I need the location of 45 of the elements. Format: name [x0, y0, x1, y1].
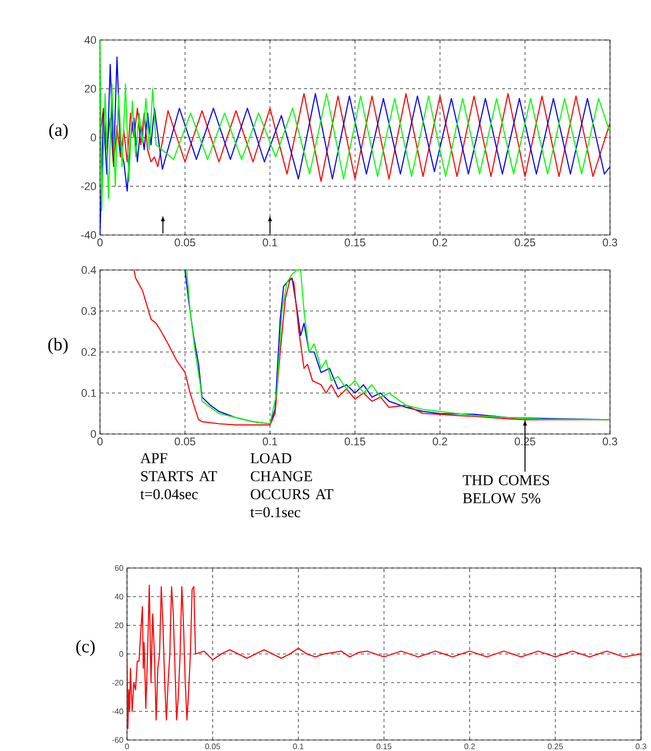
annotation: THD COMES BELOW 5% [462, 475, 550, 504]
x-tick-label: 0.2 [464, 744, 475, 750]
x-tick-label: 0.05 [205, 744, 220, 750]
y-tick-label: 0.3 [82, 307, 96, 315]
text: (a) [49, 123, 68, 140]
x-tick-label: 0.1 [293, 744, 304, 750]
y-tick-label: 20 [114, 622, 124, 628]
x-tick-label: 0 [125, 744, 129, 750]
x-tick-label: 0.05 [174, 238, 196, 246]
y-tick-label: -40 [81, 231, 96, 239]
x-tick-label: 0.25 [514, 238, 536, 246]
y-tick-label: -60 [112, 737, 124, 743]
y-tick-label: 0.2 [82, 348, 96, 356]
x-tick-label: 0.25 [548, 744, 563, 750]
y-tick-label: 0 [90, 430, 96, 438]
y-tick-label: 40 [114, 594, 124, 600]
x-tick-label: 0.1 [262, 438, 278, 446]
x-tick-label: 0 [97, 438, 103, 446]
y-tick-label: 40 [84, 36, 96, 44]
x-tick-label: 0.1 [262, 238, 278, 246]
y-tick-label: 0.1 [82, 389, 96, 397]
line-series [100, 93, 610, 182]
x-tick-label: 0.3 [602, 238, 618, 246]
text: (b) [48, 338, 68, 354]
x-tick-label: 0.2 [432, 438, 448, 446]
text: APF STARTS AT t=0.04sec [140, 453, 218, 500]
text: (c) [76, 640, 95, 656]
x-tick-label: 0.05 [174, 438, 196, 446]
line-series [127, 584, 642, 730]
x-tick-label: 0.15 [376, 744, 392, 750]
x-tick-label: 0.3 [636, 744, 646, 750]
x-tick-label: 0.2 [432, 238, 448, 246]
y-tick-label: -20 [81, 182, 96, 190]
y-tick-label: -40 [112, 708, 124, 714]
x-tick-label: 0.15 [344, 238, 366, 246]
y-tick-label: 0 [90, 134, 96, 142]
y-tick-label: 60 [114, 565, 124, 571]
x-tick-label: 0.3 [602, 438, 618, 446]
x-tick-label: 0.15 [344, 438, 366, 446]
text: LOAD CHANGE OCCURS AT t=0.1sec [250, 453, 334, 518]
y-tick-label: -20 [112, 680, 124, 686]
x-tick-label: 0 [97, 238, 103, 246]
y-tick-label: 20 [84, 84, 96, 93]
y-tick-label: 0 [119, 651, 124, 657]
y-tick-label: 0.4 [82, 266, 96, 274]
